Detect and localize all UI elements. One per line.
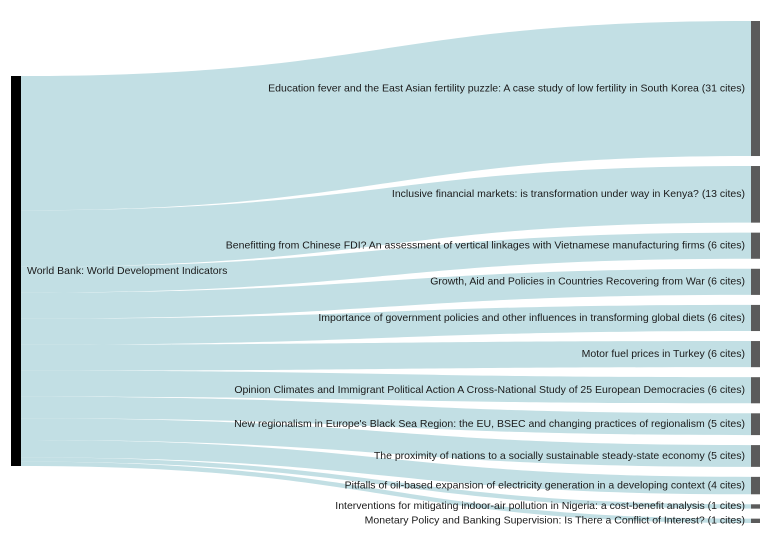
target-node-1 (751, 21, 760, 157)
link-8 (21, 396, 751, 436)
target-node-12 (751, 518, 760, 523)
target-label-4: Growth, Aid and Policies in Countries Re… (430, 276, 745, 288)
target-node-4 (751, 268, 760, 295)
nodes-layer (11, 21, 760, 523)
target-node-7 (751, 377, 760, 404)
target-node-6 (751, 341, 760, 368)
labels-layer: Education fever and the East Asian ferti… (27, 82, 745, 526)
target-label-3: Benefitting from Chinese FDI? An assessm… (226, 239, 745, 251)
target-node-8 (751, 413, 760, 436)
link-1 (21, 21, 751, 211)
target-node-5 (751, 304, 760, 332)
target-label-8: New regionalism in Europe's Black Sea Re… (234, 418, 745, 430)
target-label-6: Motor fuel prices in Turkey (6 cites) (582, 348, 745, 360)
target-node-10 (751, 476, 760, 495)
link-9 (21, 418, 751, 467)
link-3 (21, 232, 751, 293)
target-node-3 (751, 232, 760, 259)
target-label-5: Importance of government policies and ot… (318, 312, 745, 324)
target-label-11: Interventions for mitigating indoor-air … (335, 500, 745, 512)
target-label-9: The proximity of nations to a socially s… (374, 450, 745, 462)
link-11 (21, 457, 751, 509)
target-label-1: Education fever and the East Asian ferti… (268, 82, 745, 94)
link-5 (21, 304, 751, 345)
link-10 (21, 440, 751, 495)
source-label: World Bank: World Development Indicators (27, 265, 227, 277)
target-node-9 (751, 445, 760, 467)
link-12 (21, 461, 751, 523)
link-7 (21, 370, 751, 404)
target-node-2 (751, 166, 760, 223)
target-label-10: Pitfalls of oil-based expansion of elect… (345, 479, 745, 491)
target-node-11 (751, 504, 760, 509)
source-node (11, 76, 21, 466)
target-label-12: Monetary Policy and Banking Supervision:… (365, 515, 745, 527)
link-2 (21, 166, 751, 267)
links-layer (21, 21, 751, 523)
target-label-7: Opinion Climates and Immigrant Political… (234, 384, 745, 396)
link-6 (21, 341, 751, 371)
link-4 (21, 268, 751, 319)
target-label-2: Inclusive financial markets: is transfor… (392, 188, 745, 200)
